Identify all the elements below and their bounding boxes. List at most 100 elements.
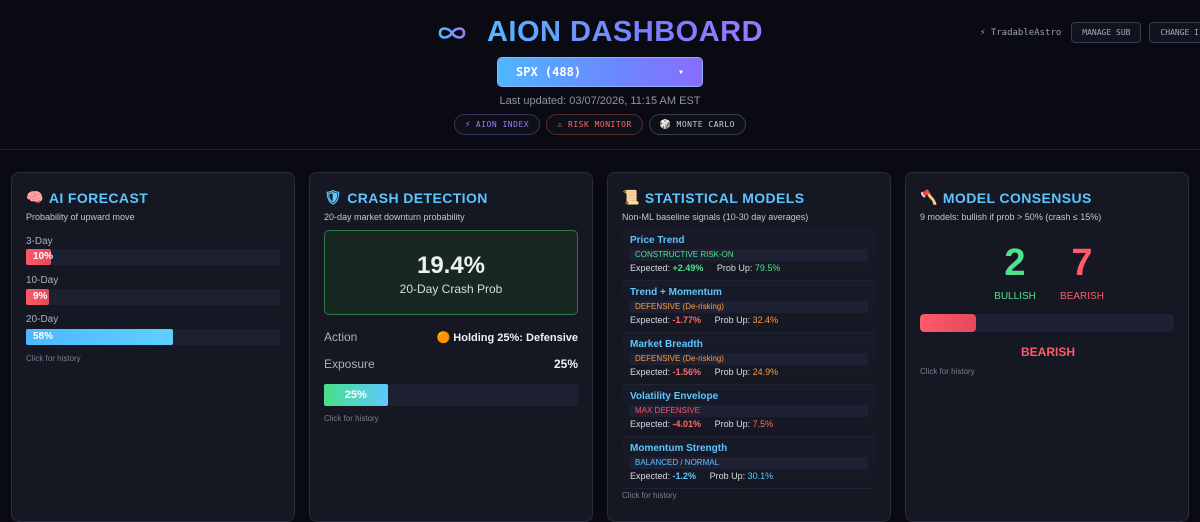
history-link[interactable]: Click for history <box>26 354 81 363</box>
forecast-fill: 10% <box>26 249 53 265</box>
bearish-count: 7 BEARISH <box>1052 243 1112 302</box>
scroll-icon: 📜 <box>622 189 640 205</box>
statistical-models-card[interactable]: 📜 STATISTICAL MODELS Non-ML baseline sig… <box>607 172 891 522</box>
card-title: 📜 STATISTICAL MODELS <box>622 189 805 206</box>
card-subtitle: Probability of upward move <box>26 212 135 222</box>
warning-icon: ⚠ <box>557 119 563 130</box>
crash-prob-box: 19.4% 20-Day Crash Prob <box>324 230 578 315</box>
nav-label: MONTE CARLO <box>676 120 735 129</box>
forecast-bar-10day: 9% <box>26 289 280 305</box>
card-subtitle: Non-ML baseline signals (10-30 day avera… <box>622 212 809 222</box>
forecast-label-20day: 20-Day <box>26 314 59 325</box>
card-subtitle: 20-day market downturn probability <box>324 212 465 222</box>
probup-value: 32.4% <box>752 315 779 325</box>
history-link[interactable]: Click for history <box>622 491 677 500</box>
probup-label: Prob Up: <box>714 315 751 325</box>
card-subtitle: 9 models: bullish if prob > 50% (crash ≤… <box>920 212 1102 222</box>
probup-label: Prob Up: <box>716 263 753 273</box>
probup-value: 24.9% <box>752 367 779 377</box>
model-list: Price Trend CONSTRUCTIVE RISK-ON Expecte… <box>622 229 876 489</box>
model-regime-tag: CONSTRUCTIVE RISK-ON <box>630 249 868 261</box>
model-name: Momentum Strength <box>630 443 728 454</box>
shield-icon: 🛡 <box>324 189 343 205</box>
model-regime-tag: DEFENSIVE (De-risking) <box>630 301 868 313</box>
gavel-icon: 🪓 <box>920 189 938 205</box>
forecast-bar-20day: 58% <box>26 329 280 345</box>
probup-value: 79.5% <box>754 263 781 273</box>
model-regime-tag: DEFENSIVE (De-risking) <box>630 353 868 365</box>
probup-label: Prob Up: <box>709 471 746 481</box>
crash-prob-value: 19.4% <box>416 252 486 279</box>
account-bar: ⚡ TradableAstro MANAGE SUB CHANGE I <box>980 22 1200 43</box>
brain-icon: 🧠 <box>26 189 44 205</box>
expected-value: -1.56% <box>672 367 702 377</box>
crash-detection-card[interactable]: 🛡 CRASH DETECTION 20-day market downturn… <box>309 172 593 522</box>
model-row: Momentum Strength BALANCED / NORMAL Expe… <box>622 437 876 489</box>
probup-label: Prob Up: <box>714 367 751 377</box>
probup-label: Prob Up: <box>714 419 751 429</box>
expected-label: Expected: <box>630 263 671 273</box>
model-consensus-card[interactable]: 🪓 MODEL CONSENSUS 9 models: bullish if p… <box>905 172 1189 522</box>
model-name: Volatility Envelope <box>630 391 719 402</box>
forecast-fill: 58% <box>26 329 174 345</box>
action-row: Action 🟠 Holding 25%: Defensive <box>324 330 578 344</box>
exposure-row: Exposure 25% <box>324 357 578 371</box>
manage-sub-button[interactable]: MANAGE SUB <box>1071 22 1142 43</box>
probup-value: 7.5% <box>752 419 774 429</box>
exposure-bar: 25% <box>324 384 578 406</box>
change-button[interactable]: CHANGE I <box>1149 22 1200 43</box>
model-stats: Expected: -1.2% Prob Up: 30.1% <box>630 471 773 481</box>
risk-monitor-button[interactable]: ⚠ RISK MONITOR <box>546 114 643 135</box>
action-value: 🟠 Holding 25%: Defensive <box>436 331 578 344</box>
expected-label: Expected: <box>630 471 671 481</box>
card-title-text: STATISTICAL MODELS <box>644 189 805 206</box>
aion-index-button[interactable]: ⚡ AION INDEX <box>453 114 541 135</box>
history-link[interactable]: Click for history <box>324 414 379 423</box>
dice-icon: 🎲 <box>659 119 672 130</box>
expected-label: Expected: <box>630 315 671 325</box>
model-name: Trend + Momentum <box>630 287 722 298</box>
bullish-number: 2 <box>1004 242 1026 284</box>
card-title-text: MODEL CONSENSUS <box>942 189 1092 206</box>
ai-forecast-card[interactable]: 🧠 AI FORECAST Probability of upward move… <box>11 172 295 522</box>
bearish-label: BEARISH <box>1060 291 1104 302</box>
model-stats: Expected: -1.56% Prob Up: 24.9% <box>630 367 778 377</box>
card-title-text: CRASH DETECTION <box>347 189 488 206</box>
history-link[interactable]: Click for history <box>920 367 975 376</box>
model-regime-tag: MAX DEFENSIVE <box>630 405 868 417</box>
expected-value: -4.01% <box>672 419 702 429</box>
forecast-label-3day: 3-Day <box>26 236 53 247</box>
expected-value: +2.49% <box>672 263 704 273</box>
model-row: Market Breadth DEFENSIVE (De-risking) Ex… <box>622 333 876 385</box>
model-row: Price Trend CONSTRUCTIVE RISK-ON Expecte… <box>622 229 876 281</box>
consensus-verdict: BEARISH <box>1020 345 1075 359</box>
bullish-count: 2 BULLISH <box>988 243 1042 302</box>
symbol-select[interactable]: SPX (488) ▾ <box>497 57 703 87</box>
nav-label: RISK MONITOR <box>568 120 632 129</box>
nav-tabs: ⚡ AION INDEX ⚠ RISK MONITOR 🎲 MONTE CARL… <box>0 114 1200 135</box>
bearish-number: 7 <box>1071 242 1093 284</box>
username: ⚡ TradableAstro <box>980 27 1062 38</box>
model-regime-tag: BALANCED / NORMAL <box>630 457 868 469</box>
model-row: Trend + Momentum DEFENSIVE (De-risking) … <box>622 281 876 333</box>
consensus-bar <box>920 314 1174 332</box>
infinity-icon <box>438 26 466 39</box>
model-name: Market Breadth <box>630 339 703 350</box>
probup-value: 30.1% <box>747 471 774 481</box>
model-stats: Expected: -1.77% Prob Up: 32.4% <box>630 315 778 325</box>
crash-prob-label: 20-Day Crash Prob <box>399 282 503 296</box>
expected-label: Expected: <box>630 367 671 377</box>
model-stats: Expected: +2.49% Prob Up: 79.5% <box>630 263 780 273</box>
card-title: 🛡 CRASH DETECTION <box>324 189 488 206</box>
model-row: Volatility Envelope MAX DEFENSIVE Expect… <box>622 385 876 437</box>
expected-value: -1.2% <box>672 471 697 481</box>
exposure-fill: 25% <box>324 384 388 406</box>
last-updated: Last updated: 03/07/2026, 11:15 AM EST <box>499 95 701 107</box>
card-title-text: AI FORECAST <box>48 189 149 206</box>
monte-carlo-button[interactable]: 🎲 MONTE CARLO <box>648 114 746 135</box>
symbol-value: SPX (488) <box>516 65 582 79</box>
forecast-bar-3day: 10% <box>26 249 280 265</box>
exposure-label: Exposure <box>324 357 375 371</box>
forecast-fill: 9% <box>26 289 49 305</box>
page-title: AION DASHBOARD <box>486 16 764 48</box>
